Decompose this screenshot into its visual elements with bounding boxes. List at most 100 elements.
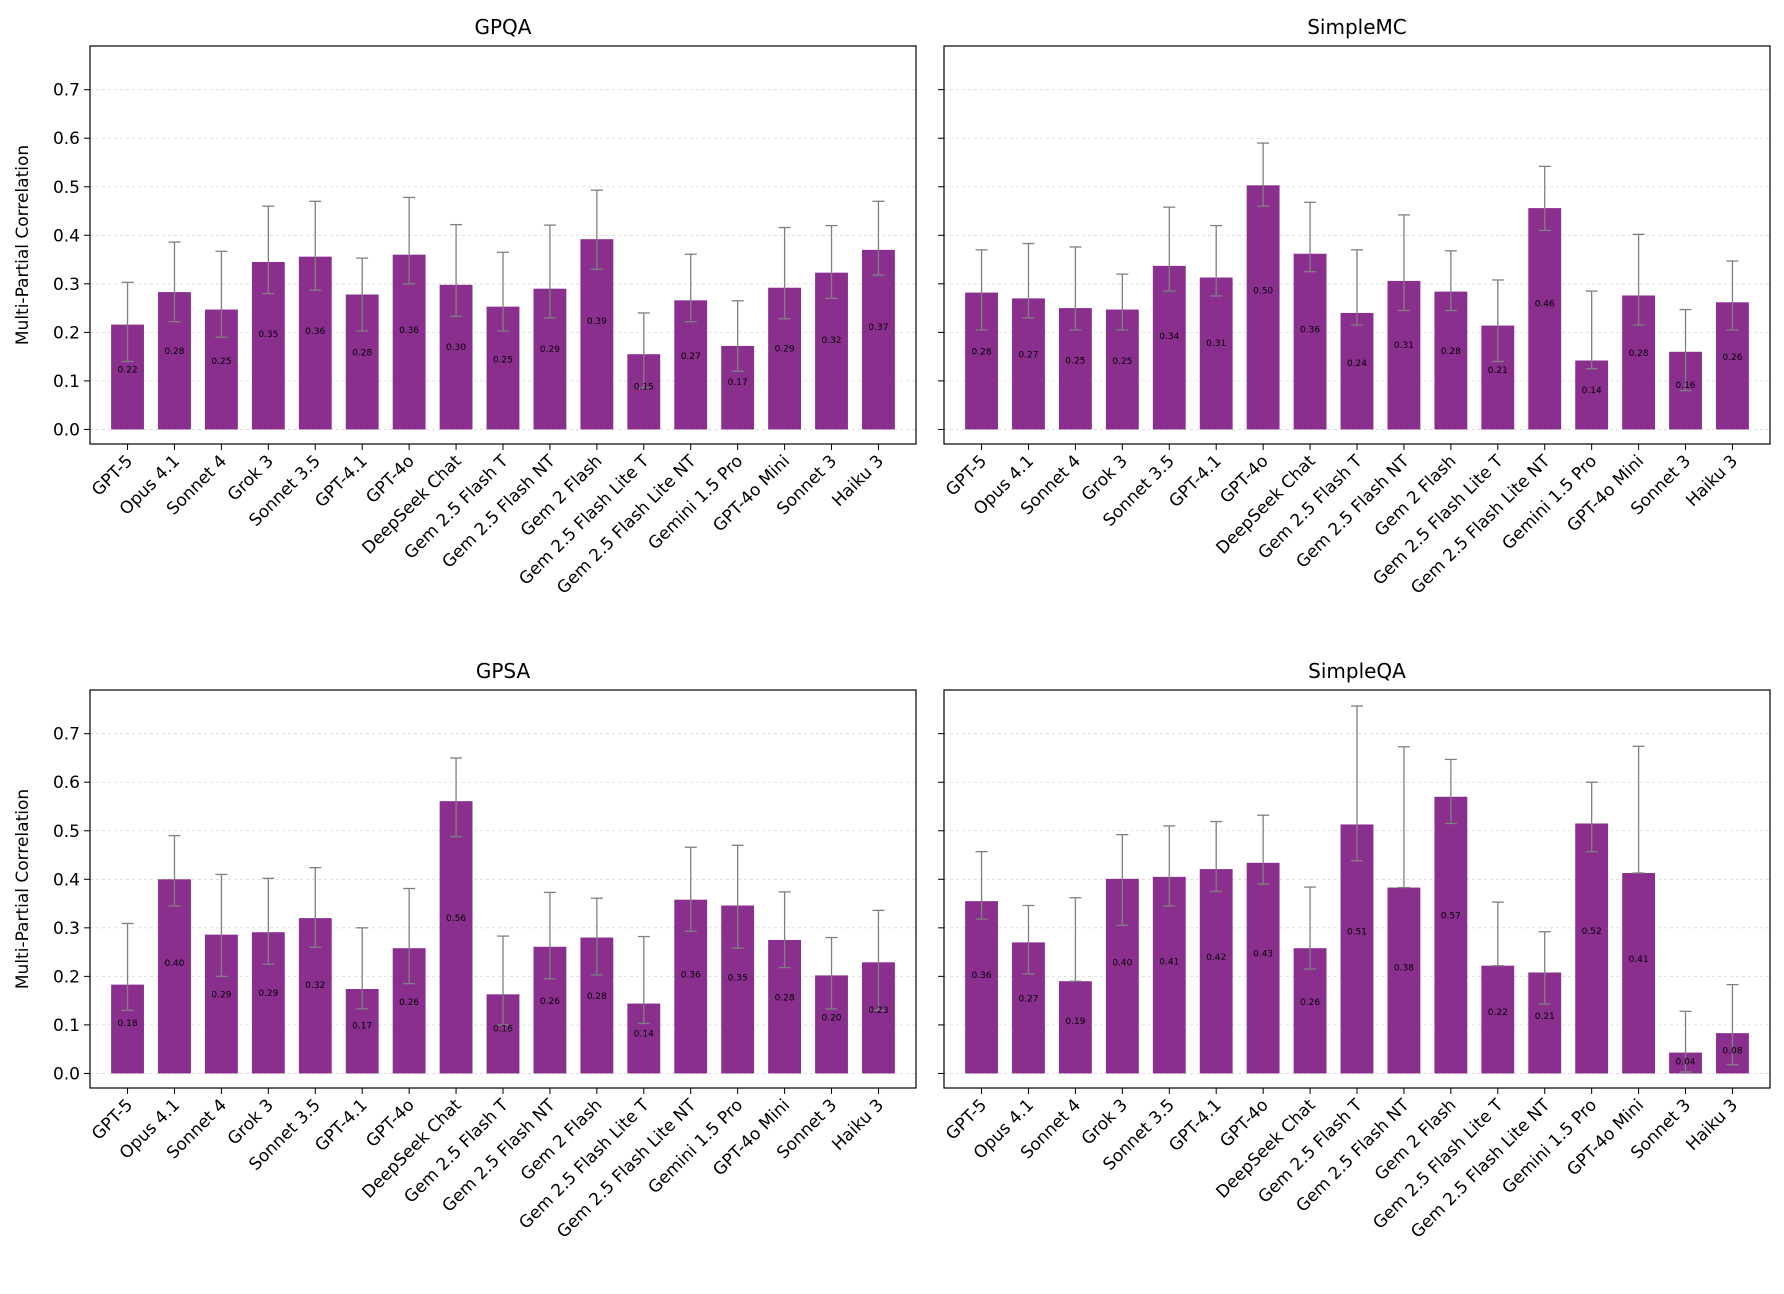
chart-title: GPQA <box>475 15 532 39</box>
y-tick-label: 0.4 <box>53 870 80 890</box>
x-tick-label: Haiku 3 <box>1682 451 1742 511</box>
y-axis-label: Multi-Partial Correlation <box>13 145 33 345</box>
bar <box>580 239 614 430</box>
value-label: 0.22 <box>118 366 138 376</box>
value-label: 0.17 <box>352 1021 372 1031</box>
value-label: 0.23 <box>868 1006 888 1016</box>
value-label: 0.41 <box>1159 957 1179 967</box>
y-tick-label: 0.2 <box>53 967 80 987</box>
value-label: 0.42 <box>1206 953 1226 963</box>
panel-0: 0.22 0.28 0.25 0.35 0.36 0.28 0.36 0.30 0.25 0.29… <box>13 15 917 598</box>
chart-title: SimpleMC <box>1307 15 1407 39</box>
bar <box>965 901 998 1074</box>
bar <box>1622 872 1656 1074</box>
bar <box>158 879 191 1074</box>
x-tick-label: GPT-4.1 <box>1165 451 1225 511</box>
x-tick-label: GPT-4.1 <box>311 451 371 511</box>
y-tick-label: 0.7 <box>53 725 80 745</box>
value-label: 0.25 <box>1112 357 1132 367</box>
value-label: 0.27 <box>1018 351 1038 361</box>
bar <box>1246 185 1280 430</box>
value-label: 0.27 <box>1018 995 1038 1005</box>
bar <box>1199 277 1233 430</box>
value-label: 0.34 <box>1159 332 1179 342</box>
value-label: 0.29 <box>211 990 231 1000</box>
value-label: 0.15 <box>634 383 654 393</box>
x-tick-label: Gem 2 Flash <box>1371 451 1460 540</box>
value-label: 0.21 <box>1488 366 1508 376</box>
value-label: 0.26 <box>399 998 419 1008</box>
value-label: 0.29 <box>775 345 795 355</box>
value-label: 0.32 <box>305 981 325 991</box>
value-label: 0.24 <box>1347 359 1367 369</box>
x-tick-label: Haiku 3 <box>828 451 888 511</box>
value-label: 0.20 <box>821 1014 841 1024</box>
value-label: 0.28 <box>775 993 795 1003</box>
value-label: 0.22 <box>1488 1008 1508 1018</box>
value-label: 0.52 <box>1582 927 1602 937</box>
value-label: 0.56 <box>446 914 466 924</box>
y-tick-label: 0.6 <box>53 773 80 793</box>
bar <box>1293 253 1327 430</box>
panel-2: 0.18 0.40 0.29 0.29 0.32 0.17 0.26 0.56 0.16 0.26… <box>13 659 917 1242</box>
bar <box>1058 981 1092 1074</box>
y-tick-label: 0.6 <box>53 129 80 149</box>
value-label: 0.37 <box>868 323 888 333</box>
bar <box>1340 824 1374 1074</box>
bar <box>1246 862 1280 1074</box>
y-tick-label: 0.3 <box>53 919 80 939</box>
y-tick-label: 0.3 <box>53 275 80 295</box>
value-label: 0.16 <box>493 1024 513 1034</box>
y-tick-label: 0.2 <box>53 323 80 343</box>
y-tick-label: 0.1 <box>53 1016 80 1036</box>
bar <box>1481 965 1515 1074</box>
value-label: 0.36 <box>681 970 701 980</box>
value-label: 0.40 <box>1112 958 1132 968</box>
value-label: 0.43 <box>1253 949 1273 959</box>
value-label: 0.38 <box>1394 963 1414 973</box>
value-label: 0.46 <box>1535 299 1555 309</box>
y-tick-label: 0.7 <box>53 81 80 101</box>
value-label: 0.16 <box>1675 381 1695 391</box>
panel-1: 0.28 0.27 0.25 0.25 0.34 0.31 0.50 0.36 0.24 0.31… <box>938 15 1771 598</box>
y-tick-label: 0.1 <box>53 372 80 392</box>
bar <box>1387 887 1421 1074</box>
bar <box>1152 265 1186 430</box>
panel-3: 0.36 0.27 0.19 0.40 0.41 0.42 0.43 0.26 0.51 0.38… <box>938 659 1771 1242</box>
bar <box>1199 869 1233 1074</box>
value-label: 0.39 <box>587 317 607 327</box>
y-tick-label: 0.4 <box>53 226 80 246</box>
value-label: 0.04 <box>1675 1058 1695 1068</box>
value-label: 0.36 <box>399 326 419 336</box>
value-label: 0.30 <box>446 343 466 353</box>
value-label: 0.25 <box>1065 356 1085 366</box>
bar <box>1340 312 1374 430</box>
value-label: 0.28 <box>587 992 607 1002</box>
value-label: 0.25 <box>211 357 231 367</box>
value-label: 0.27 <box>681 352 701 362</box>
value-label: 0.28 <box>1441 347 1461 357</box>
y-tick-label: 0.0 <box>53 420 80 440</box>
value-label: 0.26 <box>1300 998 1320 1008</box>
bar <box>439 801 473 1074</box>
bar <box>1434 796 1468 1074</box>
value-label: 0.26 <box>540 997 560 1007</box>
value-label: 0.29 <box>540 345 560 355</box>
value-label: 0.28 <box>1629 349 1649 359</box>
x-tick-label: Gem 2 Flash <box>1371 1095 1460 1184</box>
bar <box>1152 876 1186 1074</box>
value-label: 0.35 <box>728 974 748 984</box>
value-label: 0.31 <box>1394 341 1414 351</box>
bar <box>1575 360 1609 430</box>
value-label: 0.29 <box>258 989 278 999</box>
y-tick-label: 0.5 <box>53 178 80 198</box>
value-label: 0.36 <box>972 971 992 981</box>
y-tick-label: 0.0 <box>53 1064 80 1084</box>
value-label: 0.41 <box>1629 955 1649 965</box>
y-tick-label: 0.5 <box>53 822 80 842</box>
value-label: 0.32 <box>821 336 841 346</box>
value-label: 0.35 <box>258 330 278 340</box>
value-label: 0.57 <box>1441 912 1461 922</box>
value-label: 0.14 <box>1582 386 1602 396</box>
